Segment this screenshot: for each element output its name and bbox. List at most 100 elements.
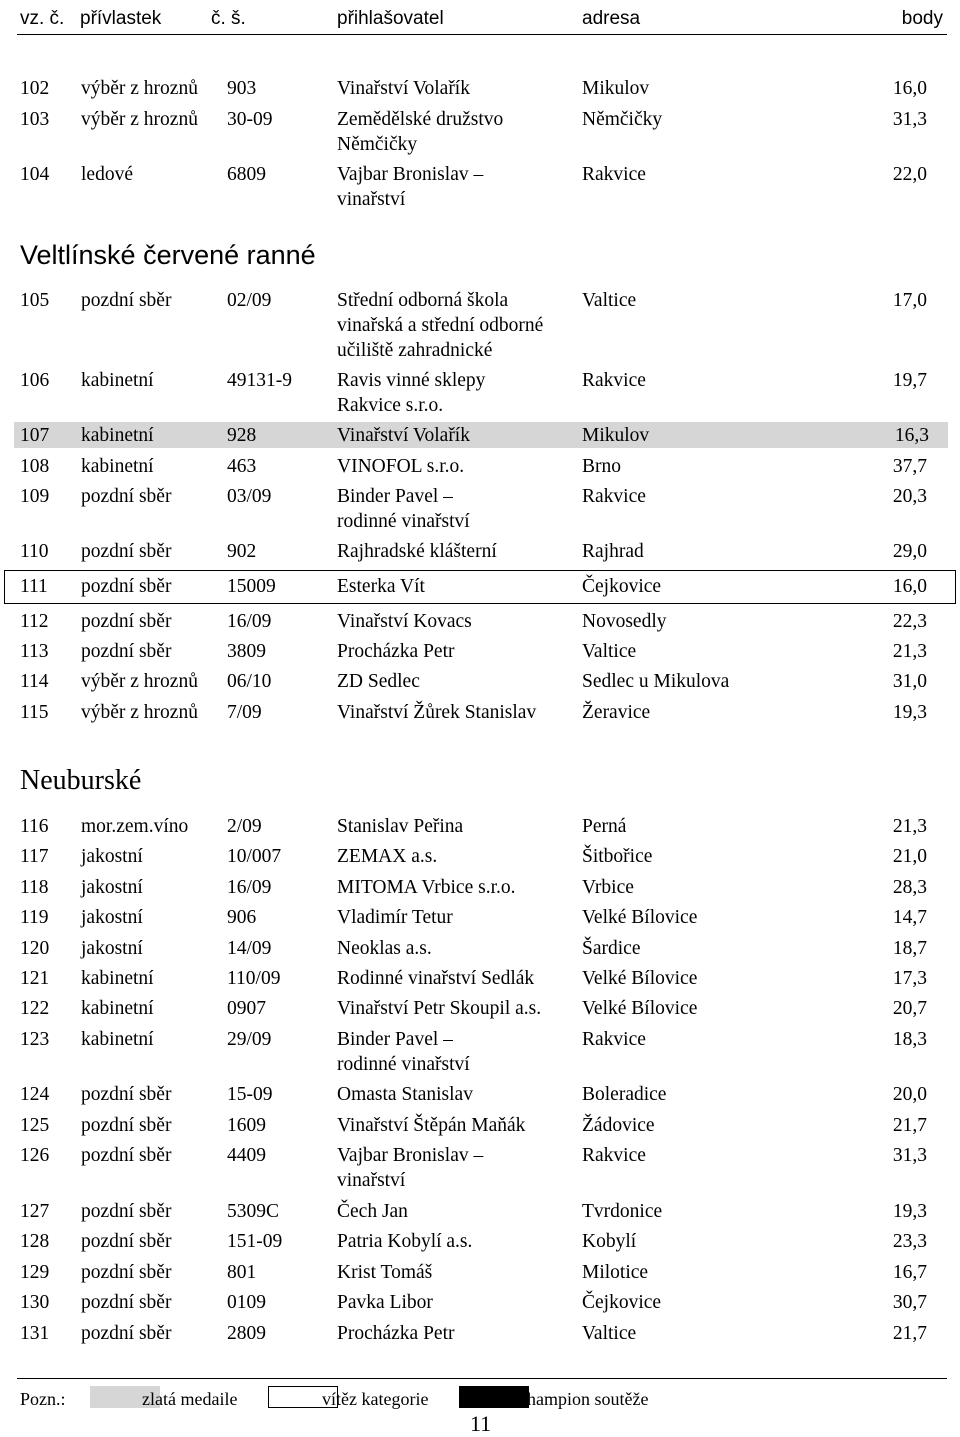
- table-row: 123 kabinetní 29/09 Binder Pavel – rodin…: [0, 1027, 960, 1077]
- entry-address: Valtice: [582, 290, 637, 311]
- entry-address: Velké Bílovice: [582, 907, 698, 928]
- entry-address: Rakvice: [582, 1029, 646, 1050]
- entry-number: 106: [20, 370, 50, 391]
- entry-attribute: pozdní sběr: [81, 1231, 172, 1252]
- entry-attribute: pozdní sběr: [81, 1262, 172, 1283]
- table-row-winner: 111 pozdní sběr 15009 Esterka Vít Čejkov…: [4, 570, 956, 604]
- entry-lot: 801: [227, 1262, 257, 1283]
- entry-points: 22,3: [892, 611, 927, 632]
- entry-address: Rakvice: [582, 1145, 646, 1166]
- entry-points: 16,3: [894, 425, 929, 446]
- entry-points: 30,7: [892, 1292, 927, 1313]
- entry-entrant: MITOMA Vrbice s.r.o.: [337, 877, 516, 898]
- entry-address: Němčičky: [582, 109, 663, 130]
- entry-points: 23,3: [892, 1231, 927, 1252]
- entry-number: 122: [20, 998, 50, 1019]
- entry-points: 21,0: [892, 846, 927, 867]
- entry-lot: 4409: [227, 1145, 266, 1166]
- entry-attribute: pozdní sběr: [81, 486, 172, 507]
- entry-address: Novosedly: [582, 611, 667, 632]
- entry-address: Milotice: [582, 1262, 649, 1283]
- header-entrant: přihlašovatel: [337, 8, 444, 29]
- entry-address: Boleradice: [582, 1084, 667, 1105]
- entry-entrant-line2: rodinné vinařství: [337, 1054, 470, 1075]
- entry-points: 31,0: [892, 671, 927, 692]
- entry-number: 115: [20, 702, 49, 723]
- entry-address: Žádovice: [582, 1115, 655, 1136]
- entry-attribute: kabinetní: [81, 1029, 154, 1050]
- entry-number: 128: [20, 1231, 50, 1252]
- entry-entrant: Binder Pavel –: [337, 486, 453, 507]
- entry-attribute: výběr z hroznů: [81, 671, 198, 692]
- section-title-veltlinske: Veltlínské červené ranné: [20, 240, 316, 270]
- entry-number: 131: [20, 1323, 50, 1344]
- entry-points: 21,7: [892, 1323, 927, 1344]
- entry-lot: 1609: [227, 1115, 266, 1136]
- entry-address: Brno: [582, 456, 621, 477]
- entry-lot: 29/09: [227, 1029, 272, 1050]
- table-header: vz. č. přívlastek č. š. přihlašovatel ad…: [0, 0, 960, 36]
- entry-points: 22,0: [892, 164, 927, 185]
- entry-attribute: kabinetní: [81, 370, 154, 391]
- entry-lot: 2809: [227, 1323, 266, 1344]
- entry-attribute: pozdní sběr: [81, 1292, 172, 1313]
- entry-points: 29,0: [892, 541, 927, 562]
- legend-winner-label: vítěz kategorie: [322, 1389, 429, 1409]
- entry-number: 114: [20, 671, 49, 692]
- entry-entrant-line2: vinařství: [337, 1170, 406, 1191]
- entry-lot: 151-09: [227, 1231, 283, 1252]
- header-lot: č. š.: [211, 8, 246, 29]
- entry-address: Valtice: [582, 641, 637, 662]
- entry-entrant: Rajhradské klášterní: [337, 541, 497, 562]
- entry-attribute: pozdní sběr: [81, 576, 172, 597]
- entry-entrant: ZEMAX a.s.: [337, 846, 438, 867]
- header-no: vz. č.: [20, 8, 65, 29]
- entry-lot: 06/10: [227, 671, 272, 692]
- entry-address: Rakvice: [582, 486, 646, 507]
- entry-entrant: Procházka Petr: [337, 1323, 455, 1344]
- entry-points: 16,0: [892, 576, 927, 597]
- entry-points: 19,7: [892, 370, 927, 391]
- entry-attribute: výběr z hroznů: [81, 702, 198, 723]
- entry-entrant: Omasta Stanislav: [337, 1084, 473, 1105]
- entry-number: 111: [20, 576, 48, 597]
- entry-points: 17,0: [892, 290, 927, 311]
- entry-lot: 16/09: [227, 877, 272, 898]
- entry-lot: 2/09: [227, 816, 262, 837]
- entry-number: 113: [20, 641, 49, 662]
- header-points: body: [901, 8, 943, 29]
- entry-address: Kobylí: [582, 1231, 637, 1252]
- entry-lot: 906: [227, 907, 257, 928]
- entry-entrant: Vinařství Petr Skoupil a.s.: [337, 998, 542, 1019]
- entry-number: 130: [20, 1292, 50, 1313]
- entry-attribute: kabinetní: [81, 998, 154, 1019]
- entry-attribute: jakostní: [81, 846, 143, 867]
- entry-lot: 49131-9: [227, 370, 292, 391]
- entry-lot: 0109: [227, 1292, 266, 1313]
- table-row: 104 ledové 6809 Vajbar Bronislav – vinař…: [0, 162, 960, 212]
- entry-lot: 16/09: [227, 611, 272, 632]
- entry-points: 19,3: [892, 1201, 927, 1222]
- entry-attribute: jakostní: [81, 938, 143, 959]
- entry-attribute: pozdní sběr: [81, 290, 172, 311]
- table-row-gold: 107 kabinetní 928 Vinařství Volařík Miku…: [14, 422, 948, 448]
- entry-address: Čejkovice: [582, 576, 662, 597]
- entry-entrant: Vinařství Volařík: [337, 425, 470, 446]
- entry-entrant: Vinařství Volařík: [337, 78, 470, 99]
- entry-attribute: jakostní: [81, 907, 143, 928]
- entry-attribute: jakostní: [81, 877, 143, 898]
- entry-address: Velké Bílovice: [582, 968, 698, 989]
- entry-address: Rakvice: [582, 370, 646, 391]
- entry-number: 104: [20, 164, 50, 185]
- page-number: 11: [470, 1411, 492, 1436]
- table-row: 105 pozdní sběr 02/09 Střední odborná šk…: [0, 288, 960, 363]
- entry-address: Čejkovice: [582, 1292, 662, 1313]
- section-title-neuburske: Neuburské: [20, 765, 142, 796]
- entry-entrant: Patria Kobylí a.s.: [337, 1231, 473, 1252]
- footer-note-label: Pozn.:: [20, 1389, 66, 1409]
- entry-lot: 10/007: [227, 846, 282, 867]
- entry-entrant: Esterka Vít: [337, 576, 425, 597]
- entry-address: Vrbice: [582, 877, 634, 898]
- entry-entrant-line3: učiliště zahradnické: [337, 340, 493, 361]
- entry-number: 102: [20, 78, 50, 99]
